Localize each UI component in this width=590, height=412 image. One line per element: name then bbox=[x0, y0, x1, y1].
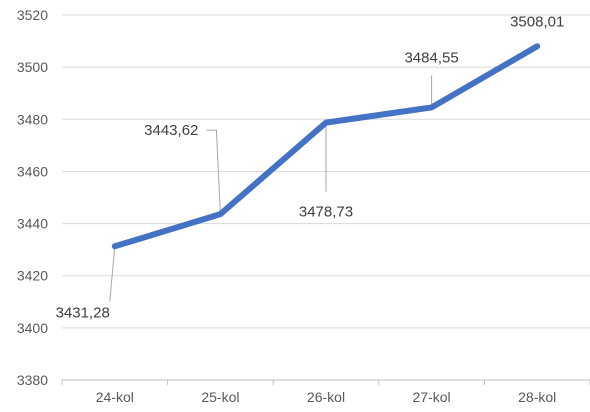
data-label: 3508,01 bbox=[510, 13, 564, 30]
data-label: 3478,73 bbox=[299, 204, 353, 221]
series-line-group bbox=[111, 43, 541, 250]
y-tick-label: 3400 bbox=[17, 320, 48, 336]
y-tick-label: 3420 bbox=[17, 268, 48, 284]
data-label-leader bbox=[109, 246, 116, 302]
x-axis bbox=[61, 379, 590, 385]
x-tick-label: 27-kol bbox=[413, 389, 451, 405]
y-axis-tick-labels: 3380 3400 3420 3440 3460 3480 3500 3520 bbox=[17, 7, 48, 388]
y-tick-label: 3520 bbox=[17, 7, 48, 23]
data-label: 3484,55 bbox=[404, 49, 458, 66]
data-label-leader bbox=[206, 129, 221, 215]
y-tick-label: 3460 bbox=[17, 163, 48, 179]
data-label-leader-lines bbox=[109, 75, 433, 302]
data-labels: 3431,28 3443,62 3478,73 3484,55 3508,01 bbox=[56, 13, 565, 321]
y-tick-label: 3480 bbox=[17, 111, 48, 127]
data-label: 3431,28 bbox=[56, 304, 110, 321]
x-tick-label: 26-kol bbox=[307, 389, 345, 405]
x-tick-label: 24-kol bbox=[96, 389, 134, 405]
x-tick-label: 28-kol bbox=[518, 389, 556, 405]
data-label: 3443,62 bbox=[144, 122, 198, 139]
y-tick-label: 3500 bbox=[17, 59, 48, 75]
x-axis-tick-labels: 24-kol 25-kol 26-kol 27-kol 28-kol bbox=[96, 389, 557, 405]
y-tick-label: 3380 bbox=[17, 372, 48, 388]
series-line bbox=[111, 43, 541, 250]
x-tick-label: 25-kol bbox=[201, 389, 239, 405]
y-tick-label: 3440 bbox=[17, 216, 48, 232]
gridlines bbox=[62, 14, 590, 329]
